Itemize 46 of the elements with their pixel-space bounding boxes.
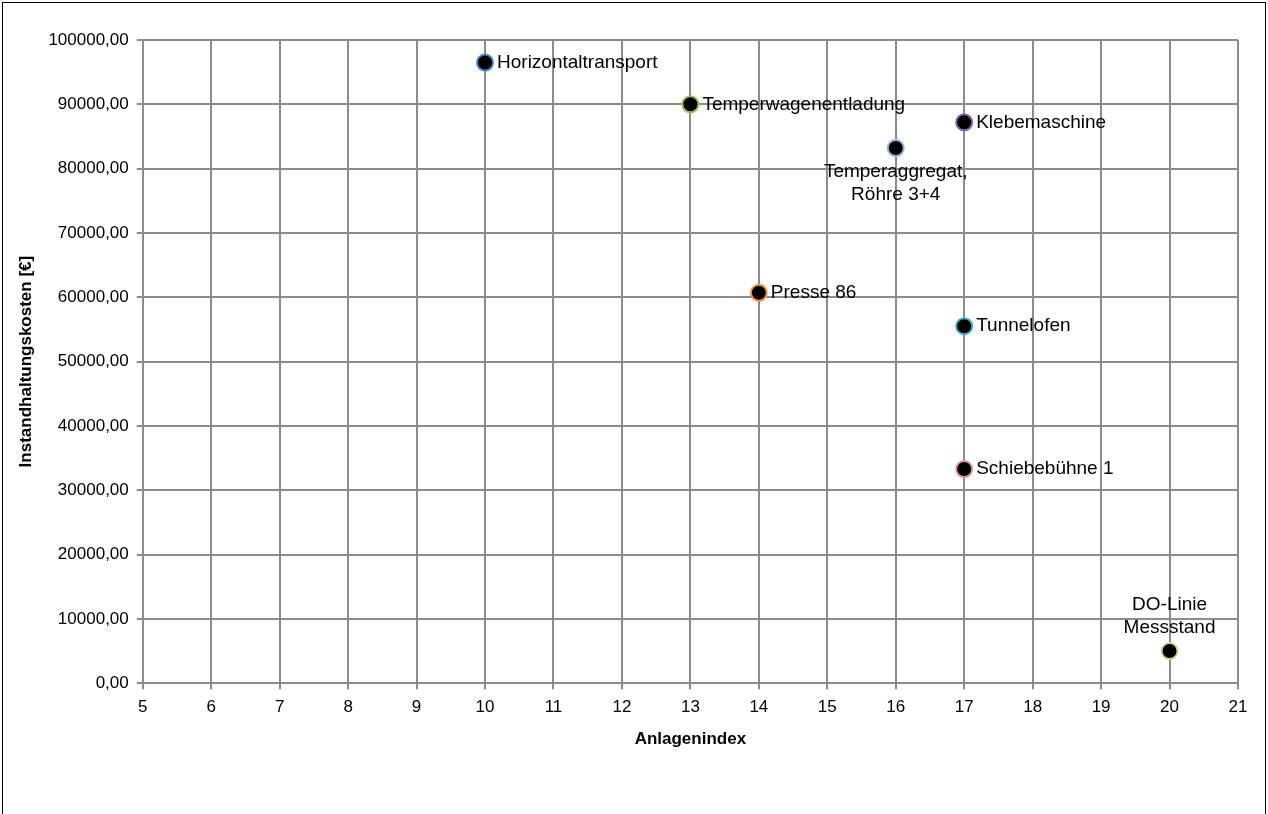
x-tick-label: 16 bbox=[886, 697, 906, 717]
y-tick-label: 60000,00 bbox=[57, 286, 129, 306]
x-tick-label: 17 bbox=[954, 697, 974, 717]
y-tick-label: 0,00 bbox=[95, 672, 129, 692]
series-label: Horizontaltransport bbox=[497, 50, 659, 72]
series-label: Klebemaschine bbox=[976, 110, 1107, 132]
point bbox=[1160, 642, 1179, 661]
y-tick-label: 80000,00 bbox=[57, 158, 129, 178]
point bbox=[476, 53, 495, 72]
x-tick-label: 14 bbox=[749, 697, 769, 717]
series-label: Temperaggregat, Röhre 3+4 bbox=[823, 159, 968, 204]
point bbox=[955, 317, 974, 336]
y-tick-label: 90000,00 bbox=[57, 94, 129, 114]
y-axis-title: Instandhaltungskosten [€] bbox=[15, 255, 35, 468]
x-tick-label: 18 bbox=[1023, 697, 1043, 717]
x-tick-label: 13 bbox=[680, 697, 700, 717]
x-tick-label: 5 bbox=[138, 697, 148, 717]
point bbox=[886, 139, 905, 158]
y-tick-label: 30000,00 bbox=[57, 479, 129, 499]
series-label: Presse 86 bbox=[770, 281, 857, 303]
x-tick-label: 11 bbox=[544, 697, 563, 717]
y-tick-label: 100000,00 bbox=[48, 29, 129, 49]
x-tick-label: 19 bbox=[1091, 697, 1111, 717]
x-tick-label: 6 bbox=[206, 697, 216, 717]
point bbox=[955, 460, 974, 479]
y-tick-label: 40000,00 bbox=[57, 415, 129, 435]
y-tick-label: 20000,00 bbox=[57, 544, 129, 564]
x-tick-label: 7 bbox=[274, 697, 285, 717]
y-tick-label: 50000,00 bbox=[57, 351, 129, 371]
x-tick-label: 15 bbox=[817, 697, 837, 717]
series-label: Tunnelofen bbox=[976, 314, 1071, 336]
x-tick-label: 20 bbox=[1160, 697, 1180, 717]
point bbox=[955, 113, 974, 132]
x-tick-label: 8 bbox=[343, 697, 353, 717]
series-label: DO-Linie Messstand bbox=[1123, 592, 1216, 637]
series-label: Schiebebühne 1 bbox=[976, 457, 1114, 479]
point bbox=[681, 95, 700, 114]
x-tick-label: 21 bbox=[1228, 697, 1248, 717]
x-tick-label: 12 bbox=[612, 697, 632, 717]
point bbox=[749, 283, 768, 302]
x-tick-label: 10 bbox=[475, 697, 495, 717]
y-tick-label: 10000,00 bbox=[57, 608, 129, 628]
series-label: Temperwagenentladung bbox=[702, 92, 906, 114]
x-axis-title: Anlagenindex bbox=[634, 729, 747, 749]
y-tick-label: 70000,00 bbox=[57, 222, 129, 242]
x-tick-label: 9 bbox=[411, 697, 422, 717]
